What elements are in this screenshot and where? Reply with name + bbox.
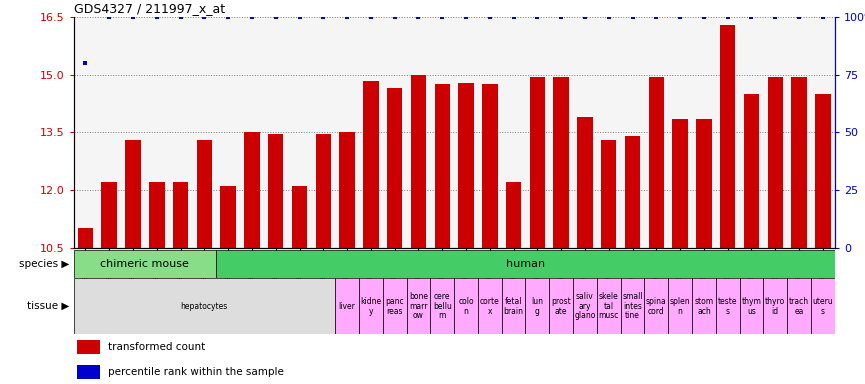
Text: GDS4327 / 211997_x_at: GDS4327 / 211997_x_at	[74, 2, 225, 15]
Bar	[625, 136, 640, 248]
Bar	[767, 77, 783, 248]
Bar	[173, 182, 189, 248]
Bar	[125, 140, 141, 248]
Bar	[292, 186, 307, 248]
Bar	[77, 365, 100, 379]
Bar	[359, 278, 383, 334]
Bar	[720, 25, 735, 248]
Bar	[101, 182, 117, 248]
Bar	[815, 94, 830, 248]
Bar	[573, 278, 597, 334]
Bar	[411, 75, 426, 248]
Bar	[431, 278, 454, 334]
Bar	[744, 94, 759, 248]
Text: thyro
id: thyro id	[766, 297, 785, 316]
Bar	[78, 228, 93, 248]
Text: kidne
y: kidne y	[361, 297, 381, 316]
Text: lun
g: lun g	[531, 297, 543, 316]
Bar	[554, 77, 569, 248]
Bar	[502, 278, 526, 334]
Bar	[363, 81, 379, 248]
Text: hepatocytes: hepatocytes	[181, 302, 228, 311]
Bar	[387, 88, 402, 248]
Text: small
intes
tine: small intes tine	[622, 292, 643, 320]
Text: prost
ate: prost ate	[551, 297, 571, 316]
Bar	[716, 278, 740, 334]
Bar	[149, 182, 164, 248]
Text: saliv
ary
glano: saliv ary glano	[574, 292, 596, 320]
Text: trach
ea: trach ea	[789, 297, 809, 316]
Bar	[672, 119, 688, 248]
Bar	[621, 278, 644, 334]
Text: cere
bellu
m: cere bellu m	[432, 292, 452, 320]
Bar	[74, 278, 336, 334]
Bar	[482, 84, 497, 248]
Text: tissue ▶: tissue ▶	[27, 301, 69, 311]
Bar	[696, 119, 712, 248]
Bar	[196, 140, 212, 248]
Text: skele
tal
musc: skele tal musc	[599, 292, 619, 320]
Text: percentile rank within the sample: percentile rank within the sample	[108, 367, 284, 377]
Bar	[669, 278, 692, 334]
Text: uteru
s: uteru s	[812, 297, 833, 316]
Text: fetal
brain: fetal brain	[503, 297, 523, 316]
Bar	[336, 278, 359, 334]
Bar	[526, 278, 549, 334]
Text: thym
us: thym us	[741, 297, 761, 316]
Bar	[764, 278, 787, 334]
Bar	[649, 77, 664, 248]
Text: splen
n: splen n	[670, 297, 690, 316]
Text: transformed count: transformed count	[108, 342, 205, 352]
Text: corte
x: corte x	[480, 297, 500, 316]
Bar	[478, 278, 502, 334]
Bar	[692, 278, 716, 334]
Text: teste
s: teste s	[718, 297, 738, 316]
Text: stom
ach: stom ach	[695, 297, 714, 316]
Bar	[434, 84, 450, 248]
Text: human: human	[506, 259, 545, 269]
Bar	[407, 278, 431, 334]
Text: colo
n: colo n	[458, 297, 474, 316]
Bar	[549, 278, 573, 334]
Bar	[454, 278, 478, 334]
Bar	[74, 250, 216, 278]
Bar	[77, 340, 100, 354]
Bar	[316, 134, 331, 248]
Bar	[787, 278, 811, 334]
Text: chimeric mouse: chimeric mouse	[100, 259, 189, 269]
Bar	[221, 186, 236, 248]
Text: liver: liver	[338, 302, 356, 311]
Bar	[339, 132, 355, 248]
Bar	[244, 132, 260, 248]
Bar	[644, 278, 669, 334]
Bar	[268, 134, 284, 248]
Text: panc
reas: panc reas	[385, 297, 404, 316]
Bar	[601, 140, 617, 248]
Bar	[529, 77, 545, 248]
Bar	[383, 278, 407, 334]
Bar	[216, 250, 835, 278]
Bar	[597, 278, 621, 334]
Text: spina
cord: spina cord	[646, 297, 667, 316]
Bar	[458, 83, 474, 248]
Bar	[740, 278, 764, 334]
Bar	[791, 77, 807, 248]
Bar	[577, 117, 593, 248]
Text: bone
marr
ow: bone marr ow	[409, 292, 428, 320]
Bar	[811, 278, 835, 334]
Text: species ▶: species ▶	[19, 259, 69, 269]
Bar	[506, 182, 522, 248]
